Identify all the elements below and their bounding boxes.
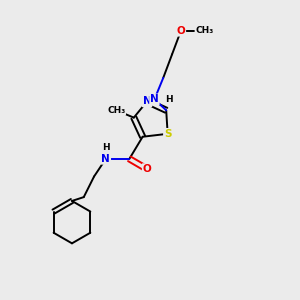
Text: CH₃: CH₃ — [107, 106, 125, 115]
Text: S: S — [164, 129, 171, 139]
Text: N: N — [143, 96, 152, 106]
Text: O: O — [143, 164, 152, 174]
Text: H: H — [165, 95, 173, 104]
Text: N: N — [101, 154, 110, 164]
Text: O: O — [176, 26, 185, 36]
Text: N: N — [150, 94, 159, 104]
Text: CH₃: CH₃ — [195, 26, 214, 35]
Text: H: H — [102, 142, 110, 152]
